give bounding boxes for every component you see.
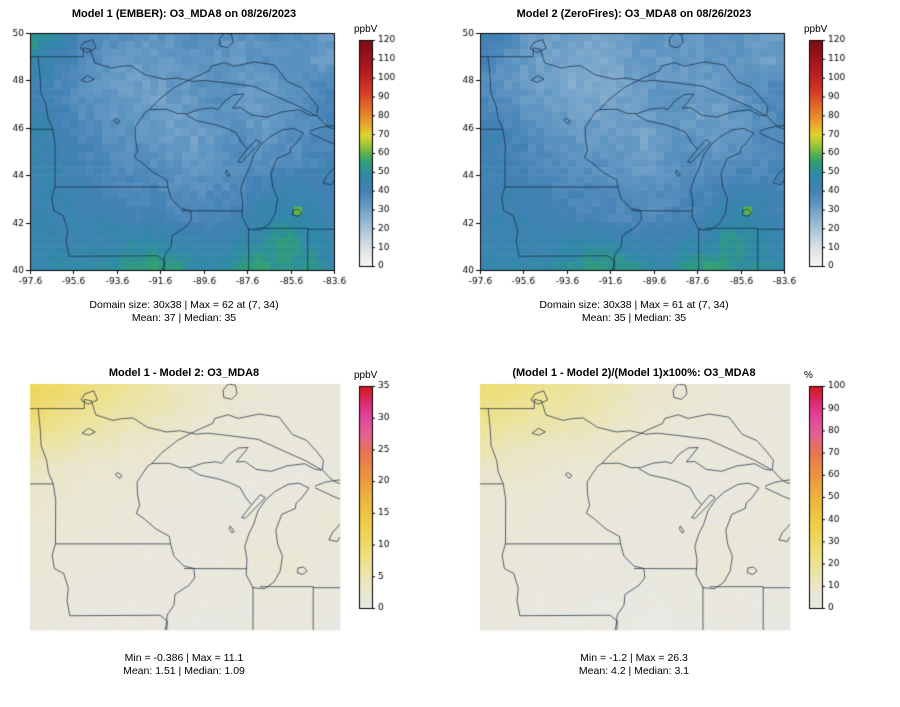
panel-difference: Model 1 - Model 2: O3_MDA8 ppbV Min = -0…	[0, 353, 450, 707]
caption-summary-stats: Mean: 35 | Median: 35	[581, 312, 687, 324]
caption-minmax-stats: Min = -1.2 | Max = 26.3	[580, 652, 688, 664]
panel-model1: Model 1 (EMBER): O3_MDA8 on 08/26/2023 p…	[0, 0, 450, 353]
caption-summary-stats: Mean: 37 | Median: 35	[131, 312, 237, 324]
colorbar-unit-label: ppbV	[804, 24, 828, 35]
panel-caption-model2: Domain size: 30x38 | Max = 61 at (7, 34)…	[450, 299, 818, 325]
panel-model2: Model 2 (ZeroFires): O3_MDA8 on 08/26/20…	[450, 0, 900, 353]
caption-summary-stats: Mean: 1.51 | Median: 1.09	[123, 665, 245, 677]
map-canvas-difference	[0, 353, 450, 707]
panel-pct-difference: (Model 1 - Model 2)/(Model 1)x100%: O3_M…	[450, 353, 900, 707]
map-canvas-pct-difference	[450, 353, 900, 707]
map-canvas-model1	[0, 0, 450, 353]
map-canvas-model2	[450, 0, 900, 353]
panel-caption-model1: Domain size: 30x38 | Max = 62 at (7, 34)…	[0, 299, 368, 325]
panel-caption-pct-difference: Min = -1.2 | Max = 26.3 Mean: 4.2 | Medi…	[450, 652, 818, 678]
caption-domain-stats: Domain size: 30x38 | Max = 62 at (7, 34)	[89, 299, 279, 311]
caption-domain-stats: Domain size: 30x38 | Max = 61 at (7, 34)	[539, 299, 729, 311]
colorbar-unit-label: ppbV	[354, 24, 378, 35]
caption-summary-stats: Mean: 4.2 | Median: 3.1	[578, 665, 690, 677]
caption-minmax-stats: Min = -0.386 | Max = 11.1	[124, 652, 244, 664]
colorbar-unit-label: %	[804, 370, 813, 381]
colorbar-unit-label: ppbV	[354, 370, 378, 381]
panel-caption-difference: Min = -0.386 | Max = 11.1 Mean: 1.51 | M…	[0, 652, 368, 678]
